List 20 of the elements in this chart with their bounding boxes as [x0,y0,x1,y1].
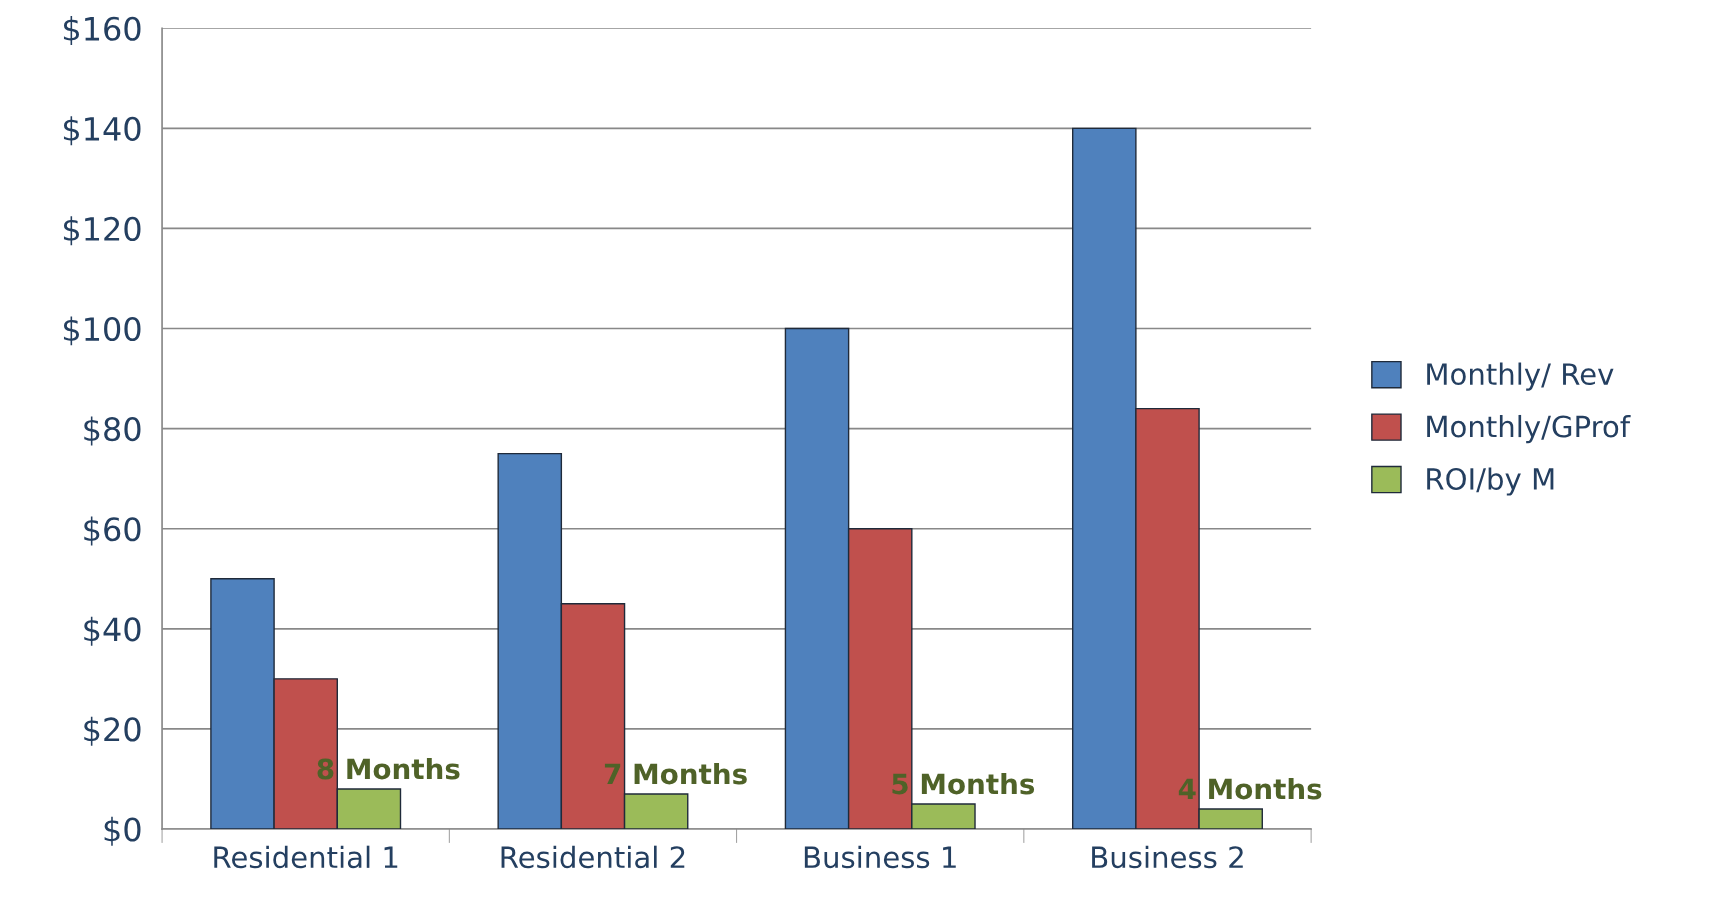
y-tick-label: $120 [63,216,141,246]
y-tick-label: $80 [84,416,141,446]
data-label: 5 Months [892,772,1035,795]
legend-label: Monthly/GProf [1427,414,1631,444]
x-tick-label: Business 2 [1092,845,1243,869]
data-label: 4 Months [1178,777,1322,800]
y-tick-label: $20 [84,716,141,746]
y-tick-label: $100 [63,316,141,346]
legend-label: ROI/by M [1427,467,1554,496]
y-tick-label: $0 [104,816,141,846]
y-tick-label: $40 [84,616,141,646]
y-tick-label: $160 [63,16,141,46]
legend-label: Monthly/ Rev [1427,362,1614,391]
x-tick-label: Residential 2 [501,845,685,869]
data-label: 7 Months [604,762,747,785]
data-label: 8 Months [317,757,460,780]
y-tick-label: $140 [63,116,141,146]
y-tick-label: $60 [84,516,141,546]
x-tick-label: Residential 1 [214,845,398,869]
x-tick-label: Business 1 [804,845,956,869]
